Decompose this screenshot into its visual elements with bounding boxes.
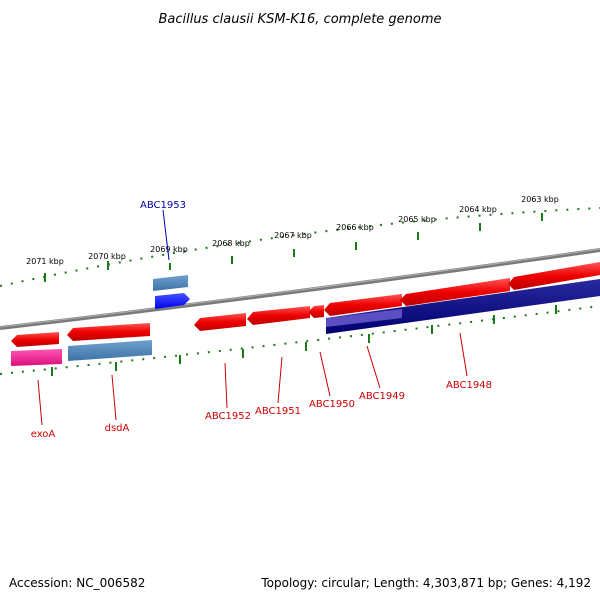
gene-arrow-navy[interactable]	[326, 279, 600, 334]
kbp-scale-labels: 2071 kbp 2070 kbp 2069 kbp 2068 kbp 2067…	[26, 195, 559, 266]
map-title: Bacillus clausii KSM-K16, complete genom…	[158, 12, 441, 27]
genome-backbone-highlight	[0, 248, 600, 328]
gene-label-abc1950[interactable]: ABC1950	[309, 399, 355, 410]
gene-box-dsdA[interactable]	[68, 340, 152, 361]
gene-arrow-upstream[interactable]	[508, 262, 600, 290]
gene-label-abc1949[interactable]: ABC1949	[359, 391, 405, 402]
kbp-label: 2067 kbp	[274, 231, 312, 240]
leader-dsdA	[111, 374, 117, 421]
gene-box-exoA[interactable]	[11, 349, 62, 366]
gene-arrow-abc1949[interactable]	[324, 294, 402, 316]
outer-major-ticks	[44, 213, 543, 282]
kbp-label: 2064 kbp	[459, 205, 497, 214]
kbp-label: 2069 kbp	[150, 245, 188, 254]
kbp-label: 2068 kbp	[212, 239, 250, 248]
gene-label-abc1952[interactable]: ABC1952	[205, 411, 251, 422]
gene-label-dsdA[interactable]: dsdA	[105, 423, 130, 434]
gene-arrow-abc1952[interactable]	[194, 313, 246, 331]
inner-major-ticks	[51, 305, 557, 376]
leader-abc1950	[319, 351, 331, 397]
gene-labels: ABC1953 exoA dsdA ABC1952 ABC1951 ABC195…	[31, 200, 492, 440]
leader-exoA	[37, 379, 43, 426]
gene-box-abc1953-steel[interactable]	[153, 275, 188, 291]
label-leaders	[37, 209, 468, 426]
leader-abc1951	[277, 356, 283, 404]
gene-box-abc1949-lavender[interactable]	[326, 309, 402, 327]
kbp-label: 2071 kbp	[26, 257, 64, 266]
leader-abc1953	[162, 209, 170, 261]
gene-label-exoA[interactable]: exoA	[31, 429, 56, 440]
gene-arrow-exoA-upper[interactable]	[11, 332, 59, 347]
outer-tick-track	[0, 207, 600, 287]
gene-arrow-dsdA-upper[interactable]	[67, 323, 150, 341]
kbp-label: 2065 kbp	[398, 215, 436, 224]
gene-arrow-abc1948[interactable]	[400, 278, 510, 306]
kbp-label: 2070 kbp	[88, 252, 126, 261]
leader-abc1949	[366, 345, 381, 389]
gene-arrow-abc1953[interactable]	[155, 293, 190, 309]
gene-label-abc1948[interactable]: ABC1948	[446, 380, 492, 391]
kbp-label: 2063 kbp	[521, 195, 559, 204]
gene-arrow-abc1950[interactable]	[308, 305, 324, 318]
reverse-genes	[11, 275, 600, 366]
topology-text: Topology: circular; Length: 4,303,871 bp…	[260, 576, 591, 590]
gene-label-abc1953[interactable]: ABC1953	[140, 200, 186, 211]
genome-backbone	[0, 248, 600, 330]
kbp-label: 2066 kbp	[336, 223, 374, 232]
leader-abc1948	[459, 332, 468, 377]
leader-abc1952	[224, 362, 228, 409]
gene-label-abc1951[interactable]: ABC1951	[255, 406, 301, 417]
gene-arrow-abc1951[interactable]	[247, 306, 310, 325]
forward-genes	[11, 262, 600, 347]
accession-text: Accession: NC_006582	[9, 576, 145, 590]
